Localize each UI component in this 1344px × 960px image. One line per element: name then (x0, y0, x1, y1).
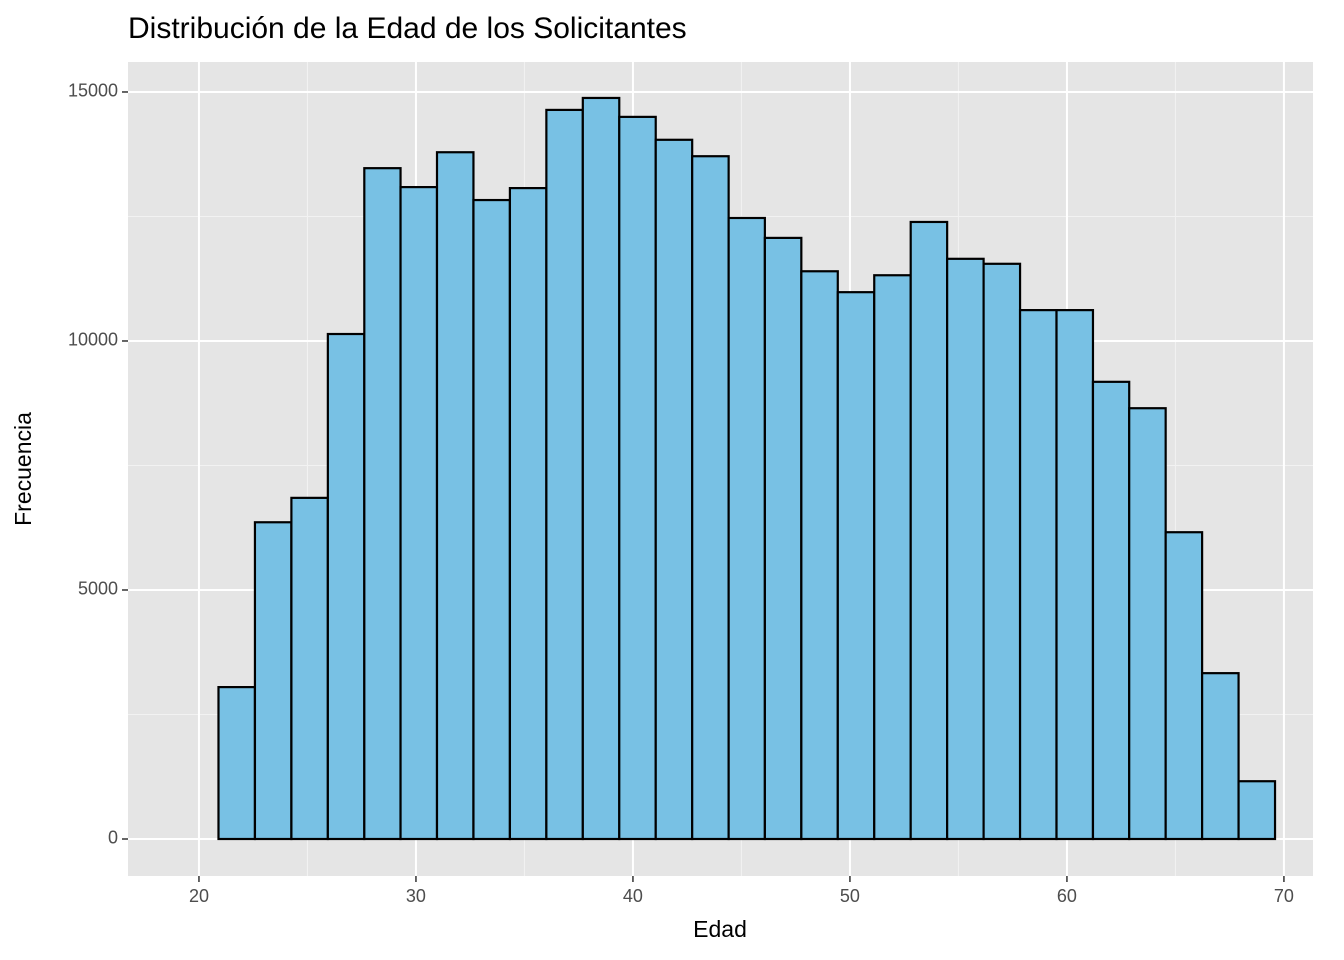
bar (909, 220, 949, 841)
bar (326, 332, 366, 841)
bar (873, 274, 912, 841)
bar (290, 496, 329, 841)
bar (982, 262, 1022, 841)
x-tick-label: 30 (406, 886, 426, 906)
bar (1091, 380, 1131, 841)
bar (363, 167, 402, 841)
bar (472, 198, 512, 841)
x-tick-label: 70 (1274, 886, 1294, 906)
bar (1018, 309, 1058, 841)
bar (545, 108, 584, 841)
bar (800, 270, 839, 841)
bar (618, 115, 657, 841)
bar (581, 96, 621, 841)
bar (1201, 672, 1240, 841)
y-axis-label: Frecuencia (10, 412, 36, 526)
y-tick-label: 5000 (78, 579, 118, 599)
chart-title: Distribución de la Edad de los Solicitan… (128, 12, 687, 45)
bar (691, 155, 730, 841)
bar (217, 686, 257, 841)
bar (1237, 780, 1277, 841)
x-tick-label: 40 (623, 886, 643, 906)
x-tick-label: 60 (1057, 886, 1077, 906)
bar (399, 186, 439, 841)
bar (435, 151, 475, 841)
y-tick-label: 10000 (68, 330, 118, 350)
x-tick-label: 50 (840, 886, 860, 906)
y-tick-label: 15000 (68, 81, 118, 101)
bar (508, 186, 548, 841)
x-tick-label: 20 (189, 886, 209, 906)
x-axis-label: Edad (693, 916, 747, 942)
bar (946, 257, 985, 841)
bar (1055, 309, 1095, 841)
bar (763, 236, 803, 841)
bar (1164, 531, 1204, 841)
bar (836, 291, 876, 841)
bar (654, 138, 694, 841)
bar (727, 216, 766, 841)
y-tick-label: 0 (108, 828, 118, 848)
bar (1128, 407, 1167, 841)
bar (253, 521, 293, 841)
